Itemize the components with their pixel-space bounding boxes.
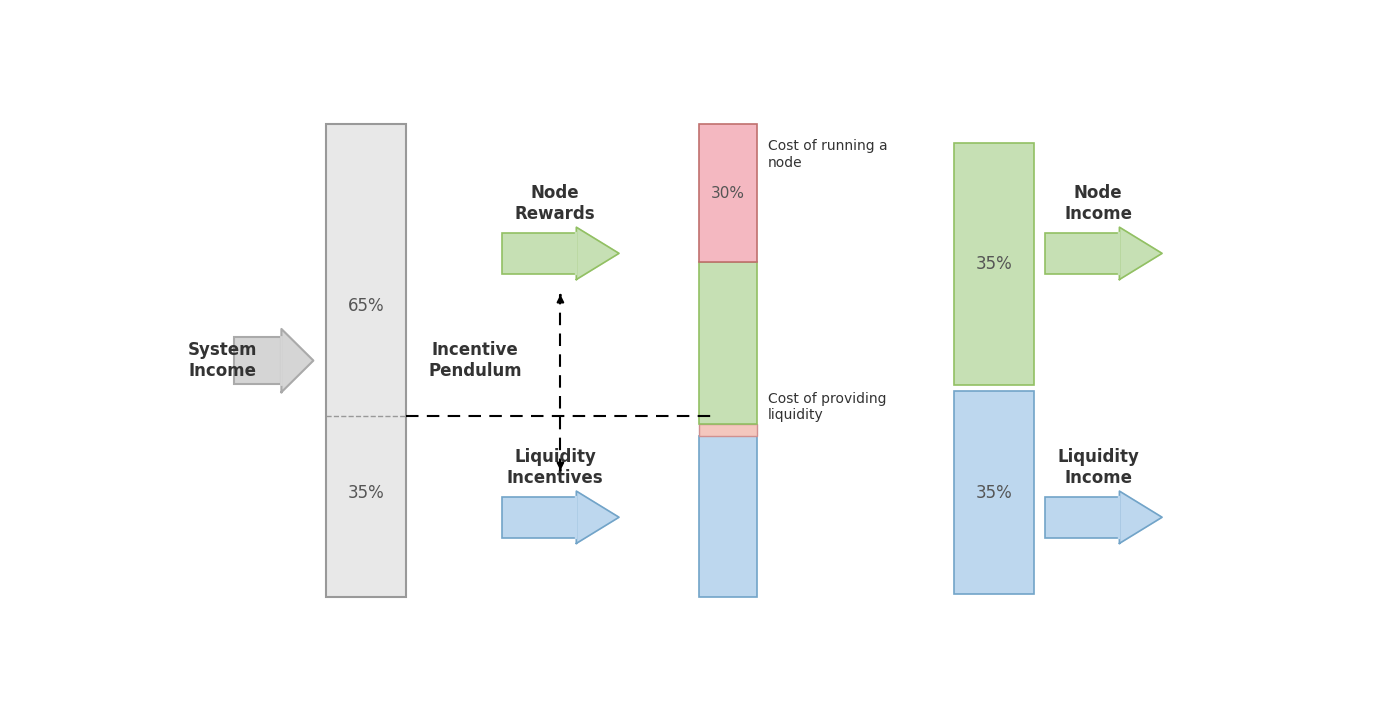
Bar <box>699 124 757 262</box>
Bar <box>1046 497 1120 538</box>
Bar <box>699 262 757 423</box>
Text: Node
Income: Node Income <box>1065 184 1132 223</box>
Text: 35%: 35% <box>348 483 385 501</box>
Text: Node
Rewards: Node Rewards <box>515 184 595 223</box>
Text: System
Income: System Income <box>188 341 257 380</box>
Bar <box>502 233 577 274</box>
Bar <box>326 124 407 597</box>
Bar <box>699 423 757 436</box>
Bar <box>699 436 757 597</box>
Polygon shape <box>1120 227 1162 279</box>
Polygon shape <box>282 329 313 392</box>
Text: 35%: 35% <box>976 256 1013 273</box>
Text: Liquidity
Income: Liquidity Income <box>1057 448 1139 487</box>
Text: Cost of running a
node: Cost of running a node <box>768 139 888 169</box>
Polygon shape <box>577 227 620 279</box>
Bar <box>502 497 577 538</box>
Bar <box>955 144 1035 386</box>
Text: 30%: 30% <box>712 186 745 201</box>
Bar <box>234 337 282 384</box>
Text: Liquidity
Incentives: Liquidity Incentives <box>507 448 603 487</box>
Text: Incentive
Pendulum: Incentive Pendulum <box>429 341 522 380</box>
Text: 65%: 65% <box>348 296 385 315</box>
Bar <box>955 391 1035 594</box>
Polygon shape <box>1120 491 1162 543</box>
Text: Cost of providing
liquidity: Cost of providing liquidity <box>768 392 886 423</box>
Text: 35%: 35% <box>976 483 1013 501</box>
Polygon shape <box>577 491 620 543</box>
Bar <box>1046 233 1120 274</box>
